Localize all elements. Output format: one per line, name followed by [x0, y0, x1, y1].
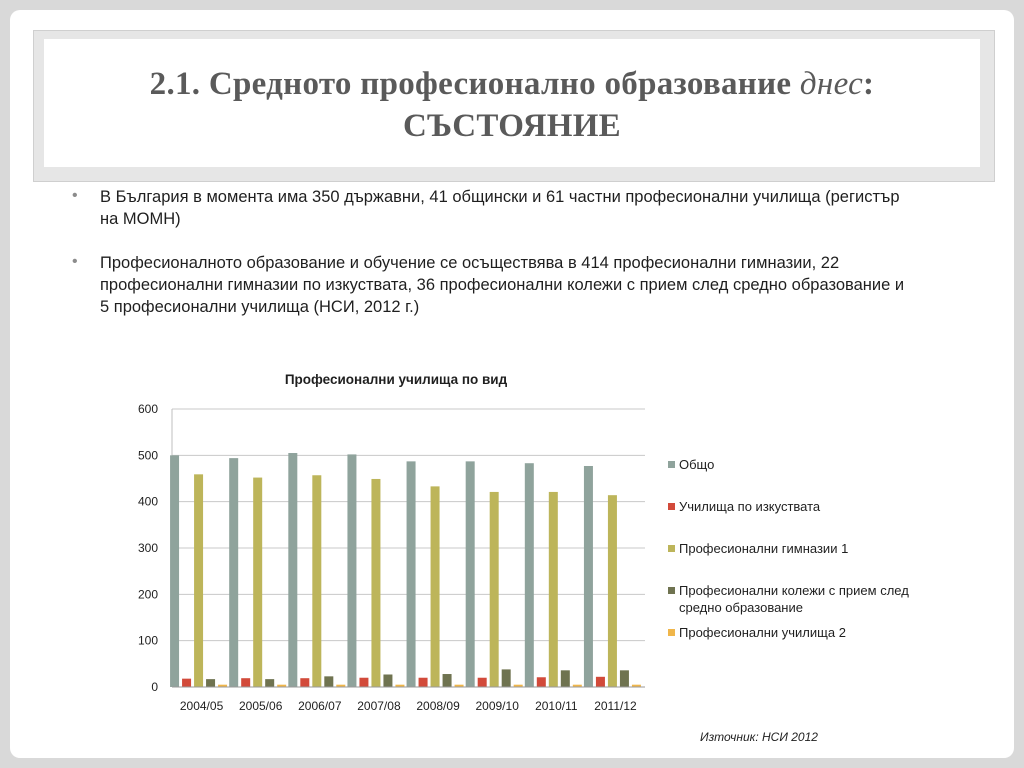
- legend-item: Професионални училища 2: [668, 624, 918, 641]
- y-tick-label: 400: [138, 495, 158, 509]
- bar: [536, 677, 546, 687]
- y-tick-label: 500: [138, 448, 158, 462]
- bar: [170, 455, 180, 687]
- x-tick-label: 2005/06: [239, 699, 283, 713]
- bar: [312, 475, 322, 687]
- chart-title: Професионални училища по вид: [284, 372, 508, 387]
- legend-swatch: [668, 545, 675, 552]
- bar: [513, 684, 523, 687]
- bar: [265, 679, 275, 687]
- legend-item: Професионални гимназии 1: [668, 540, 918, 557]
- x-tick-label: 2007/08: [357, 699, 401, 713]
- bar: [583, 465, 593, 687]
- y-tick-label: 0: [151, 680, 158, 694]
- title-line-1-emphasis: днес: [799, 66, 864, 102]
- legend-swatch: [668, 587, 675, 594]
- bar: [548, 491, 558, 687]
- bar: [229, 458, 239, 687]
- title-line-1-main: 2.1. Средното професионално образование: [149, 66, 800, 102]
- y-tick-label: 100: [138, 634, 158, 648]
- bar: [347, 454, 357, 687]
- bar: [300, 678, 310, 687]
- bar: [395, 684, 405, 687]
- x-tick-label: 2004/05: [180, 699, 224, 713]
- title-frame: 2.1. Средното професионално образование …: [33, 30, 995, 182]
- bar: [406, 461, 416, 687]
- y-tick-label: 600: [138, 402, 158, 416]
- bar: [489, 491, 499, 687]
- slide-title: 2.1. Средното професионално образование …: [44, 63, 980, 147]
- y-tick-label: 300: [138, 541, 158, 555]
- bar: [371, 478, 381, 687]
- bar: [524, 463, 534, 687]
- bar: [631, 684, 641, 687]
- bullet-dot-icon: •: [72, 253, 78, 270]
- legend-item: Общо: [668, 456, 918, 473]
- y-tick-label: 200: [138, 587, 158, 601]
- x-tick-label: 2006/07: [298, 699, 342, 713]
- bar: [619, 670, 629, 687]
- bar: [595, 676, 605, 687]
- legend-label: Професионални колежи с прием след средно…: [679, 583, 909, 615]
- legend-label: Общо: [679, 457, 715, 472]
- legend-swatch: [668, 629, 675, 636]
- bullet-dot-icon: •: [72, 187, 78, 204]
- bar: [501, 669, 511, 687]
- title-line-1: 2.1. Средното професионално образование …: [44, 63, 980, 105]
- bar: [383, 674, 393, 687]
- bar: [418, 677, 428, 687]
- legend-label: Професионални гимназии 1: [679, 541, 849, 556]
- legend-label: Училища по изкуствата: [679, 499, 821, 514]
- bar: [359, 677, 369, 687]
- legend-item: Училища по изкуствата: [668, 498, 918, 515]
- title-panel: 2.1. Средното професионално образование …: [44, 39, 980, 167]
- bar: [218, 684, 228, 687]
- bullet-item: • Професионалното образование и обучение …: [72, 252, 912, 318]
- x-tick-label: 2011/12: [594, 699, 637, 713]
- bullet-list: • В България в момента има 350 държавни, …: [72, 186, 912, 318]
- title-line-1-colon: :: [863, 66, 875, 102]
- bar: [277, 684, 287, 687]
- bar: [206, 679, 216, 687]
- legend-label: Професионални училища 2: [679, 625, 846, 640]
- bar: [442, 674, 452, 687]
- bar: [182, 678, 192, 687]
- bullet-text: Професионалното образование и обучение с…: [100, 254, 905, 316]
- bar-chart: 0 100 200 300 400 500 600 2004/05 2005/06 2006/07…: [138, 402, 645, 713]
- x-tick-label: 2008/09: [416, 699, 460, 713]
- legend-swatch: [668, 503, 675, 510]
- bar: [607, 495, 617, 687]
- legend-swatch: [668, 461, 675, 468]
- bar: [560, 670, 570, 687]
- bar: [253, 477, 263, 687]
- bullet-item: • В България в момента има 350 държавни, …: [72, 186, 912, 230]
- x-tick-label: 2010/11: [535, 699, 578, 713]
- x-tick-label: 2009/10: [475, 699, 519, 713]
- bullet-text: В България в момента има 350 държавни, 4…: [100, 188, 900, 228]
- bar: [430, 486, 440, 687]
- bar: [465, 461, 475, 687]
- bar: [477, 677, 487, 687]
- legend-item: Професионални колежи с прием след средно…: [668, 582, 918, 616]
- bar: [194, 474, 204, 687]
- bar: [336, 684, 346, 687]
- source-note: Източник: НСИ 2012: [700, 730, 818, 744]
- bar: [324, 676, 334, 687]
- bar: [454, 684, 464, 687]
- bar: [288, 453, 298, 687]
- title-line-2: СЪСТОЯНИЕ: [403, 108, 621, 144]
- bar: [572, 684, 582, 687]
- bar: [241, 678, 251, 687]
